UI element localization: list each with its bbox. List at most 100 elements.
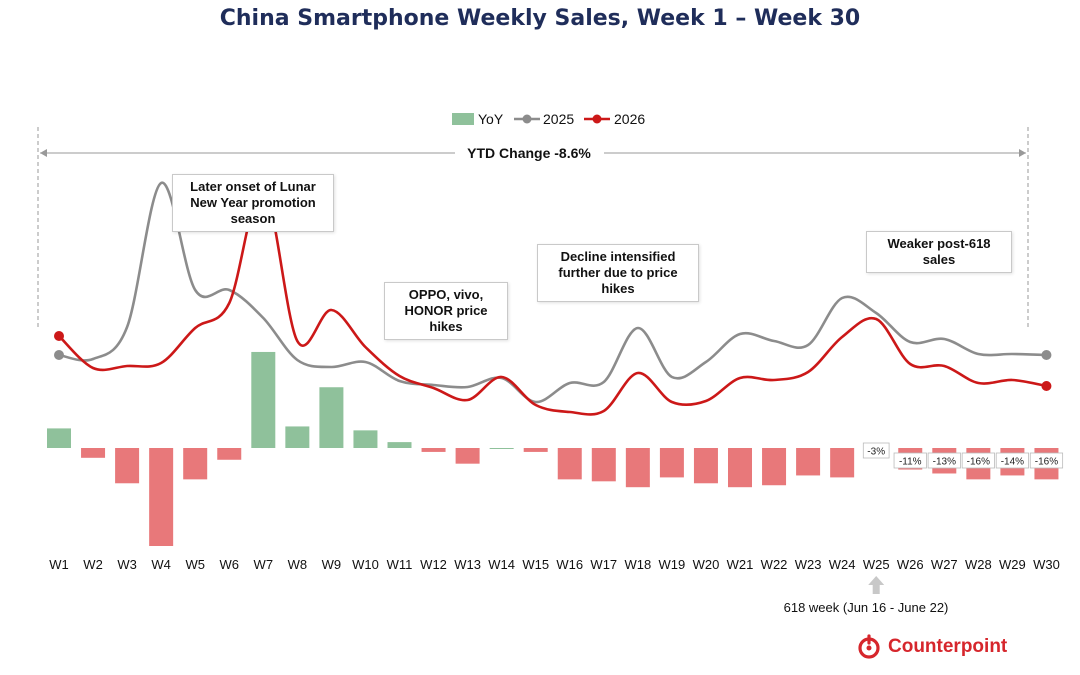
x-tick-W16: W16 bbox=[556, 557, 583, 572]
x-tick-W1: W1 bbox=[49, 557, 69, 572]
legend: YoY 2025 2026 bbox=[452, 111, 645, 127]
point-2025-W30 bbox=[1041, 350, 1052, 360]
annotation-price-hikes: OPPO, vivo, HONOR price hikes bbox=[384, 282, 508, 340]
yoy-bar-W15 bbox=[523, 448, 548, 452]
x-tick-W30: W30 bbox=[1033, 557, 1060, 572]
yoy-bar-W9 bbox=[319, 387, 344, 448]
x-tick-W17: W17 bbox=[590, 557, 617, 572]
x-tick-W27: W27 bbox=[931, 557, 958, 572]
x-tick-W13: W13 bbox=[454, 557, 481, 572]
x-tick-W28: W28 bbox=[965, 557, 992, 572]
yoy-label-W27: -13% bbox=[933, 457, 956, 468]
legend-swatch-yoy bbox=[452, 113, 474, 125]
yoy-label-box-W28 bbox=[961, 452, 995, 469]
yoy-bar-labels: -3% -11% -13% -16% -14% -16% bbox=[862, 442, 1064, 469]
ytd-arrow-left-head bbox=[40, 149, 47, 157]
yoy-label-box-W27 bbox=[927, 452, 961, 469]
yoy-bar-W8 bbox=[285, 426, 310, 448]
x-tick-W19: W19 bbox=[659, 557, 686, 572]
yoy-bar-W16 bbox=[557, 448, 582, 480]
legend-dot-2025 bbox=[522, 114, 532, 124]
x-tick-W26: W26 bbox=[897, 557, 924, 572]
x-tick-W21: W21 bbox=[727, 557, 754, 572]
yoy-bar-W20 bbox=[693, 448, 718, 484]
yoy-label-box-W30 bbox=[1029, 452, 1064, 469]
chart-title: China Smartphone Weekly Sales, Week 1 – … bbox=[219, 6, 861, 31]
yoy-label-box-W26 bbox=[893, 452, 927, 469]
yoy-label-W26: -11% bbox=[899, 457, 922, 468]
x-tick-W14: W14 bbox=[488, 557, 515, 572]
yoy-bar-W3 bbox=[115, 448, 140, 484]
x-tick-W6: W6 bbox=[220, 557, 240, 572]
ytd-arrow-right-head bbox=[1019, 149, 1026, 157]
x-tick-W4: W4 bbox=[151, 557, 171, 572]
yoy-bar-W10 bbox=[353, 430, 378, 448]
x-tick-W5: W5 bbox=[185, 557, 205, 572]
counterpoint-logo: Counterpoint bbox=[856, 634, 1007, 660]
yoy-bar-W14 bbox=[489, 448, 514, 449]
x-tick-W29: W29 bbox=[999, 557, 1026, 572]
line-2026 bbox=[58, 186, 1047, 416]
x-tick-W25: W25 bbox=[863, 557, 890, 572]
annotation-weaker-post-618: Weaker post-618 sales bbox=[866, 231, 1012, 273]
series-points bbox=[54, 331, 1052, 391]
x-tick-W2: W2 bbox=[83, 557, 103, 572]
point-2026-W30 bbox=[1041, 381, 1052, 391]
yoy-bar-W18 bbox=[625, 448, 650, 488]
point-2025-W1 bbox=[54, 350, 64, 360]
yoy-bar-W17 bbox=[591, 448, 616, 482]
legend-dot-2026 bbox=[592, 114, 602, 124]
yoy-label-W25: -3% bbox=[867, 447, 885, 458]
yoy-bars bbox=[47, 351, 1059, 546]
annotation-decline: Decline intensified further due to price… bbox=[537, 244, 699, 302]
yoy-bar-W2 bbox=[81, 448, 106, 458]
yoy-bar-W7 bbox=[251, 351, 276, 448]
x-tick-W8: W8 bbox=[288, 557, 308, 572]
point-2026-W1 bbox=[54, 331, 64, 341]
counterpoint-logo-icon bbox=[858, 634, 880, 659]
x-tick-W15: W15 bbox=[522, 557, 549, 572]
x-tick-W11: W11 bbox=[387, 557, 413, 572]
x-tick-W9: W9 bbox=[322, 557, 342, 572]
yoy-bar-W24 bbox=[830, 448, 855, 478]
yoy-label-W29: -14% bbox=[1001, 457, 1024, 468]
yoy-bar-W19 bbox=[659, 448, 684, 478]
yoy-bar-W13 bbox=[455, 448, 480, 464]
618-marker: 618 week (Jun 16 - June 22) bbox=[784, 576, 949, 615]
yoy-label-box-W29 bbox=[995, 452, 1030, 469]
legend-label-2026: 2026 bbox=[614, 111, 645, 127]
yoy-bar-W4 bbox=[149, 448, 174, 546]
x-tick-W10: W10 bbox=[352, 557, 379, 572]
legend-label-2025: 2025 bbox=[543, 111, 574, 127]
yoy-bar-W1 bbox=[47, 428, 71, 448]
legend-label-yoy: YoY bbox=[478, 111, 504, 127]
line-2025 bbox=[58, 181, 1047, 404]
yoy-bar-W21 bbox=[728, 448, 752, 488]
counterpoint-logo-text: Counterpoint bbox=[888, 636, 1008, 657]
618-week-arrow-icon bbox=[868, 576, 885, 594]
x-tick-W22: W22 bbox=[761, 557, 788, 572]
series-lines bbox=[58, 181, 1047, 416]
yoy-bar-W12 bbox=[421, 448, 446, 452]
x-tick-W20: W20 bbox=[693, 557, 720, 572]
618-week-label: 618 week (Jun 16 - June 22) bbox=[784, 600, 949, 615]
x-tick-W24: W24 bbox=[829, 557, 856, 572]
x-tick-W12: W12 bbox=[420, 557, 447, 572]
x-tick-W7: W7 bbox=[254, 557, 274, 572]
yoy-label-box-W25 bbox=[862, 442, 890, 459]
ytd-range-layer: YTD Change -8.6% bbox=[37, 127, 1029, 330]
yoy-bar-W5 bbox=[183, 448, 208, 480]
yoy-label-W28: -16% bbox=[967, 457, 990, 468]
yoy-bar-W6 bbox=[217, 448, 242, 460]
yoy-bar-W11 bbox=[387, 442, 412, 448]
annotation-lunar: Later onset of Lunar New Year promotion … bbox=[172, 174, 334, 232]
yoy-label-W30: -16% bbox=[1035, 457, 1058, 468]
yoy-bar-W22 bbox=[762, 448, 787, 486]
x-axis-ticks: W1 W2 W3 W4 W5 W6 W7 W8 W9 W10 W11 W12 W13 W14 W15 W16 W… bbox=[49, 557, 1060, 572]
x-tick-W18: W18 bbox=[624, 557, 651, 572]
ytd-change-label: YTD Change -8.6% bbox=[467, 145, 591, 161]
x-tick-W23: W23 bbox=[795, 557, 822, 572]
x-tick-W3: W3 bbox=[117, 557, 137, 572]
yoy-bar-W23 bbox=[796, 448, 821, 476]
